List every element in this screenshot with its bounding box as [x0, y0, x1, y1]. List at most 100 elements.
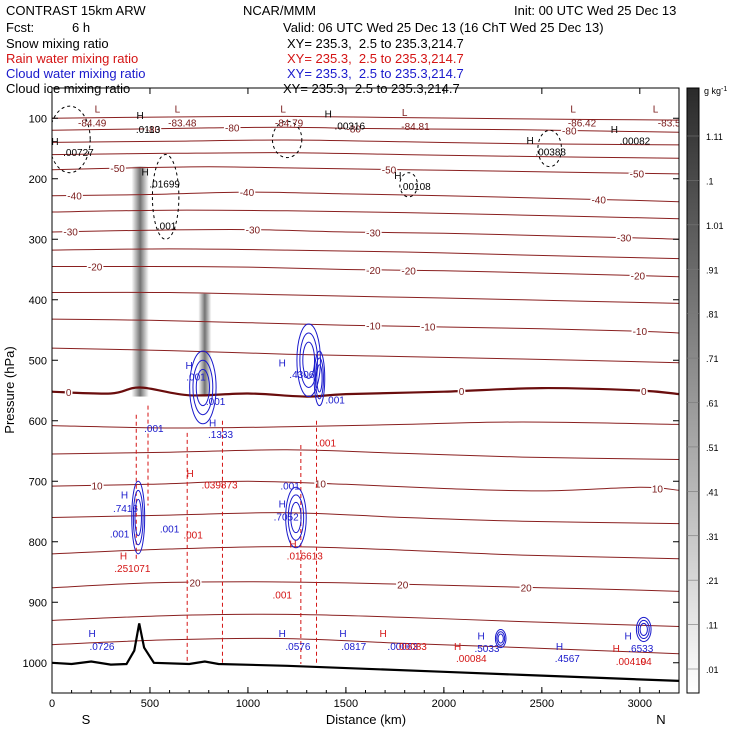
- x-tick-label-3: 1500: [334, 698, 358, 710]
- y-tick-label-7: 800: [29, 537, 47, 549]
- temp-label--30-1: -30: [246, 226, 261, 237]
- cloud-water-contour-6-0: [494, 628, 507, 649]
- extremum-value-35: .00083: [396, 642, 427, 653]
- extremum-mark-23: H: [339, 629, 346, 640]
- cloud-water-contour-3-0: [131, 480, 146, 555]
- extremum-value-17: .001: [206, 397, 226, 408]
- extremum-mark-1: L: [175, 105, 181, 116]
- extremum-value-6: .0113: [136, 125, 161, 136]
- colorbar-unit: g kg-1: [704, 86, 727, 96]
- temp-contour-20: [52, 581, 679, 592]
- terrain-surface: [52, 623, 679, 682]
- extremum-value-3: -84.81: [401, 122, 430, 133]
- temp-label--80-1: -80: [225, 124, 240, 135]
- extremum-value-2: -84.79: [275, 118, 304, 129]
- extremum-value-30: .001: [272, 590, 292, 601]
- fcst-value: 6 h: [72, 20, 91, 35]
- field-name-cloud-water: Cloud water mixing ratio: [6, 66, 146, 81]
- y-tick-label-8: 900: [29, 597, 47, 609]
- temp-label--40-2: -40: [591, 196, 606, 207]
- extremum-mark-8: H: [51, 137, 58, 148]
- isotherm-line-8: [52, 449, 679, 460]
- extremum-value-22: .001: [280, 481, 300, 492]
- colorbar-label-12: .01: [706, 665, 719, 675]
- extremum-mark-15: H: [209, 419, 216, 430]
- extremum-mark-5: L: [653, 105, 659, 116]
- extremum-value-32: .0576: [285, 642, 310, 653]
- extremum-value-41: .04: [638, 657, 652, 668]
- cloud-water-contour-2-1: [192, 359, 214, 416]
- colorbar-label-7: .51: [706, 443, 719, 453]
- extremum-mark-7: H: [325, 109, 332, 120]
- extremum-value-21: .039873: [201, 480, 238, 491]
- isotherm-line-2: [52, 152, 679, 159]
- temp-label--40-1: -40: [240, 188, 255, 199]
- x-tick-label-4: 2000: [432, 698, 456, 710]
- colorbar-label-9: .31: [706, 532, 719, 542]
- extremum-value-27: .001: [183, 530, 203, 541]
- valid-time: Valid: 06 UTC Wed 25 Dec 13 (16 ChT Wed …: [283, 20, 604, 35]
- y-tick-label-0: 100: [29, 113, 47, 125]
- x-tick-label-2: 1000: [236, 698, 260, 710]
- temp-label--80-0: -80: [146, 125, 161, 136]
- extremum-value-10: .00082: [620, 137, 651, 148]
- extremum-mark-11: H: [141, 167, 148, 178]
- temp-label-10-0: 10: [92, 481, 104, 492]
- extremum-value-34: .00063: [387, 642, 418, 653]
- temp-contour--30: [52, 229, 679, 240]
- extremum-mark-22: H: [279, 629, 286, 640]
- colorbar-label-0: 1.11: [706, 132, 723, 142]
- extremum-mark-4: L: [570, 105, 576, 116]
- cloud-water-contour-1-0: [313, 350, 326, 407]
- temp-label--10-1: -10: [421, 323, 436, 334]
- temp-label-20-0: 20: [189, 578, 201, 589]
- x-end-label-right: N: [656, 712, 665, 727]
- x-axis-label: Distance (km): [326, 712, 406, 727]
- isotherm-line-6: [52, 347, 679, 364]
- temp-label--10-0: -10: [366, 322, 381, 333]
- cloud-water-contour-1-2: [316, 364, 323, 393]
- extremum-value-29: .251071: [114, 564, 151, 575]
- extremum-mark-10: H: [611, 125, 618, 136]
- isotherm-line-1: [52, 139, 679, 146]
- extremum-value-19: .1333: [208, 430, 233, 441]
- cloud-water-contour-2-0: [189, 350, 217, 425]
- temp-label-10-2: 10: [652, 485, 664, 496]
- field-name-rain: Rain water mixing ratio: [6, 51, 139, 66]
- cloud-water-contour-1-1: [314, 357, 324, 400]
- y-tick-label-9: 1000: [23, 658, 47, 670]
- extremum-value-40: .00419: [616, 657, 647, 668]
- temp-label--10-2: -10: [633, 327, 648, 338]
- temp-contour--10: [52, 318, 679, 334]
- extremum-mark-17: H: [279, 500, 286, 511]
- extremum-mark-20: H: [289, 540, 296, 551]
- extremum-value-37: .00084: [456, 654, 487, 665]
- x-tick-label-6: 3000: [628, 698, 652, 710]
- field-name-snow: Snow mixing ratio: [6, 36, 109, 51]
- isotherm-line-3: [52, 209, 679, 220]
- snow-column-1: [198, 293, 212, 397]
- temp-label-0-1: 0: [459, 387, 465, 398]
- y-tick-label-1: 200: [29, 174, 47, 186]
- isotherm-line-7: [52, 421, 679, 429]
- cloud-water-contour-5-0: [635, 616, 652, 643]
- chart-title: CONTRAST 15km ARW: [6, 3, 146, 18]
- extremum-value-12: .00108: [400, 182, 431, 193]
- temp-label--50-2: -50: [630, 169, 645, 180]
- extremum-mark-29: H: [624, 632, 631, 643]
- y-axis-label: Pressure (hPa): [2, 346, 17, 433]
- fcst-label: Fcst:: [6, 20, 35, 35]
- extremum-value-16: .001: [325, 396, 345, 407]
- cloud-water-contour-5-2: [639, 622, 648, 637]
- extremum-value-25: .001: [110, 529, 130, 540]
- colorbar-label-5: .71: [706, 354, 719, 364]
- cloud-water-contour-0-0: [296, 323, 321, 398]
- center-label: NCAR/MMM: [243, 3, 316, 18]
- field-xy-snow: XY= 235.3, 2.5 to 235.3,214.7: [287, 36, 464, 51]
- extremum-value-4: -86.42: [568, 118, 597, 129]
- isotherm-line-12: [52, 637, 679, 655]
- extremum-mark-13: H: [186, 361, 193, 372]
- isotherm-line-0: [52, 115, 679, 121]
- extremum-mark-18: H: [121, 491, 128, 502]
- cloud-water-contour-4-0: [285, 486, 307, 549]
